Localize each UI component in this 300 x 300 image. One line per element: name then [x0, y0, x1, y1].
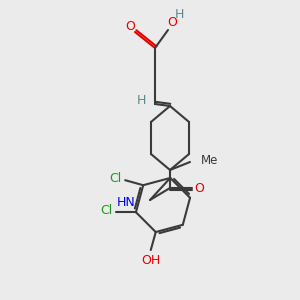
Text: O: O	[167, 16, 177, 28]
Text: Me: Me	[201, 154, 218, 166]
Text: Cl: Cl	[100, 204, 112, 217]
Text: H: H	[136, 94, 146, 107]
Text: O: O	[125, 20, 135, 34]
Text: O: O	[194, 182, 204, 194]
Text: Cl: Cl	[109, 172, 121, 185]
Text: HN: HN	[117, 196, 136, 208]
Text: OH: OH	[141, 254, 161, 266]
Text: H: H	[174, 8, 184, 22]
